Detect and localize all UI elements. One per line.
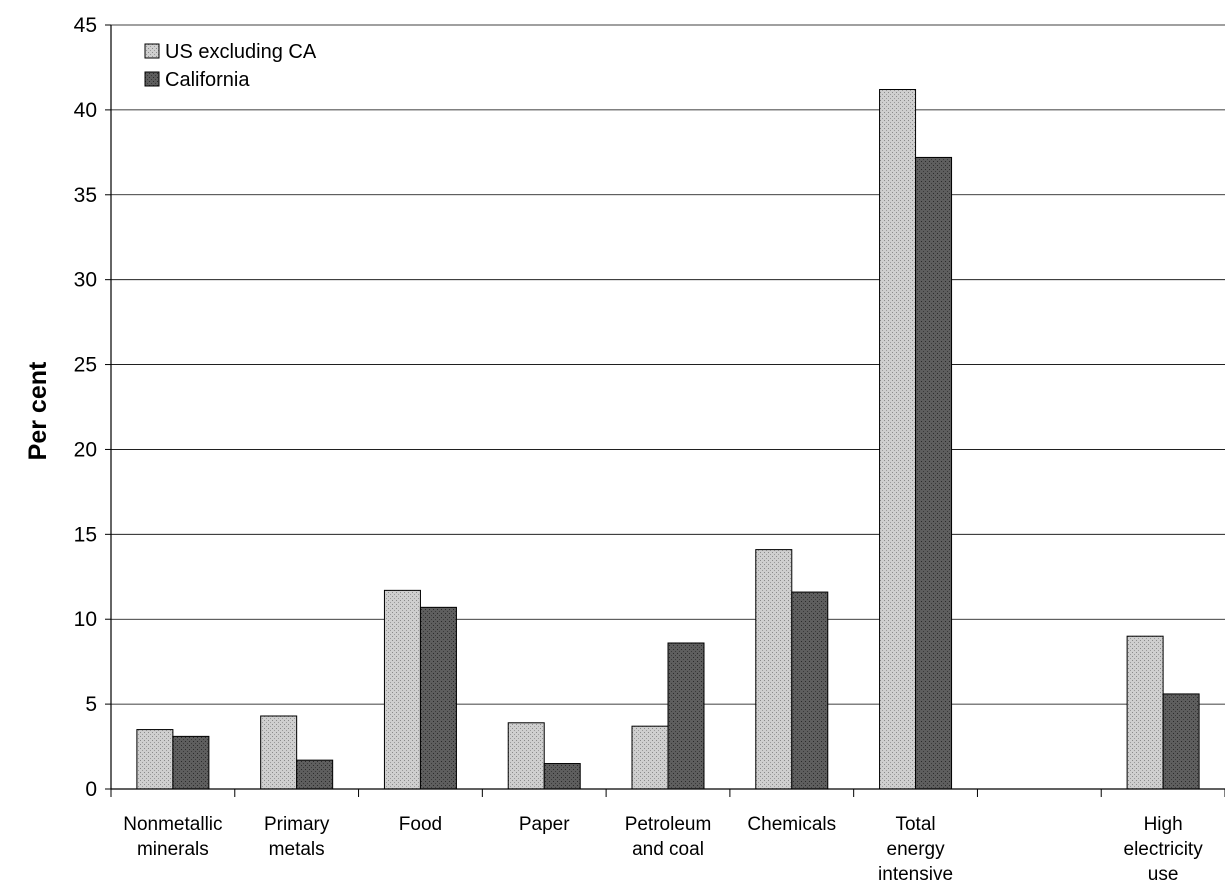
- y-tick-label: 35: [74, 184, 97, 207]
- x-tick-label: Petroleum: [625, 814, 712, 835]
- legend-label: US excluding CA: [165, 41, 317, 63]
- labels: 0 5 10 15 20 25 30 35 40 45 Nonmetallic minerals Pri…: [74, 14, 1204, 885]
- x-tick-label: energy: [887, 839, 946, 860]
- y-tick-label: 5: [85, 693, 97, 716]
- x-tick-label: Paper: [519, 814, 570, 835]
- axes: [105, 24, 1225, 797]
- bar-california: [172, 735, 210, 790]
- x-tick-label: electricity: [1124, 839, 1204, 860]
- bar-california: [419, 606, 457, 790]
- bar-us-excluding-ca: [507, 722, 545, 790]
- bar-us-excluding-ca: [136, 729, 174, 790]
- x-tick-label: Nonmetallic: [123, 814, 222, 835]
- bar-california: [543, 763, 581, 790]
- y-tick-label: 40: [74, 99, 97, 122]
- x-tick-label: metals: [269, 839, 325, 860]
- bars: [136, 89, 1200, 790]
- x-tick-label: Food: [399, 814, 442, 835]
- x-tick-label: use: [1148, 864, 1179, 885]
- y-tick-label: 0: [85, 778, 97, 801]
- x-tick-label: Chemicals: [747, 814, 836, 835]
- bar-us-excluding-ca: [383, 589, 421, 790]
- x-tick-label: Primary: [264, 814, 330, 835]
- bar-us-excluding-ca: [631, 725, 669, 790]
- y-tick-label: 30: [74, 269, 97, 292]
- legend: US excluding CA California: [144, 41, 317, 91]
- bar-us-excluding-ca: [755, 549, 793, 790]
- bar-california: [791, 591, 829, 790]
- bar-california: [296, 759, 334, 790]
- y-tick-label: 45: [74, 14, 97, 37]
- y-axis-title: Per cent: [24, 361, 52, 460]
- bar-california: [1162, 693, 1200, 790]
- x-tick-label: intensive: [878, 864, 953, 885]
- y-tick-label: 20: [74, 438, 97, 461]
- y-tick-label: 15: [74, 523, 97, 546]
- legend-swatch: [144, 43, 160, 59]
- bar-california: [667, 642, 705, 790]
- bar-california: [915, 156, 953, 790]
- bar-us-excluding-ca: [260, 715, 298, 790]
- x-tick-label: minerals: [137, 839, 209, 860]
- legend-label: California: [165, 69, 250, 91]
- x-tick-label: Total: [895, 814, 935, 835]
- bar-us-excluding-ca: [879, 89, 917, 790]
- x-tick-label: and coal: [632, 839, 704, 860]
- y-tick-label: 10: [74, 608, 97, 631]
- legend-swatch: [144, 71, 160, 87]
- x-tick-label: High: [1144, 814, 1183, 835]
- gridlines: [111, 24, 1225, 705]
- y-tick-label: 25: [74, 354, 97, 377]
- bar-us-excluding-ca: [1126, 635, 1164, 790]
